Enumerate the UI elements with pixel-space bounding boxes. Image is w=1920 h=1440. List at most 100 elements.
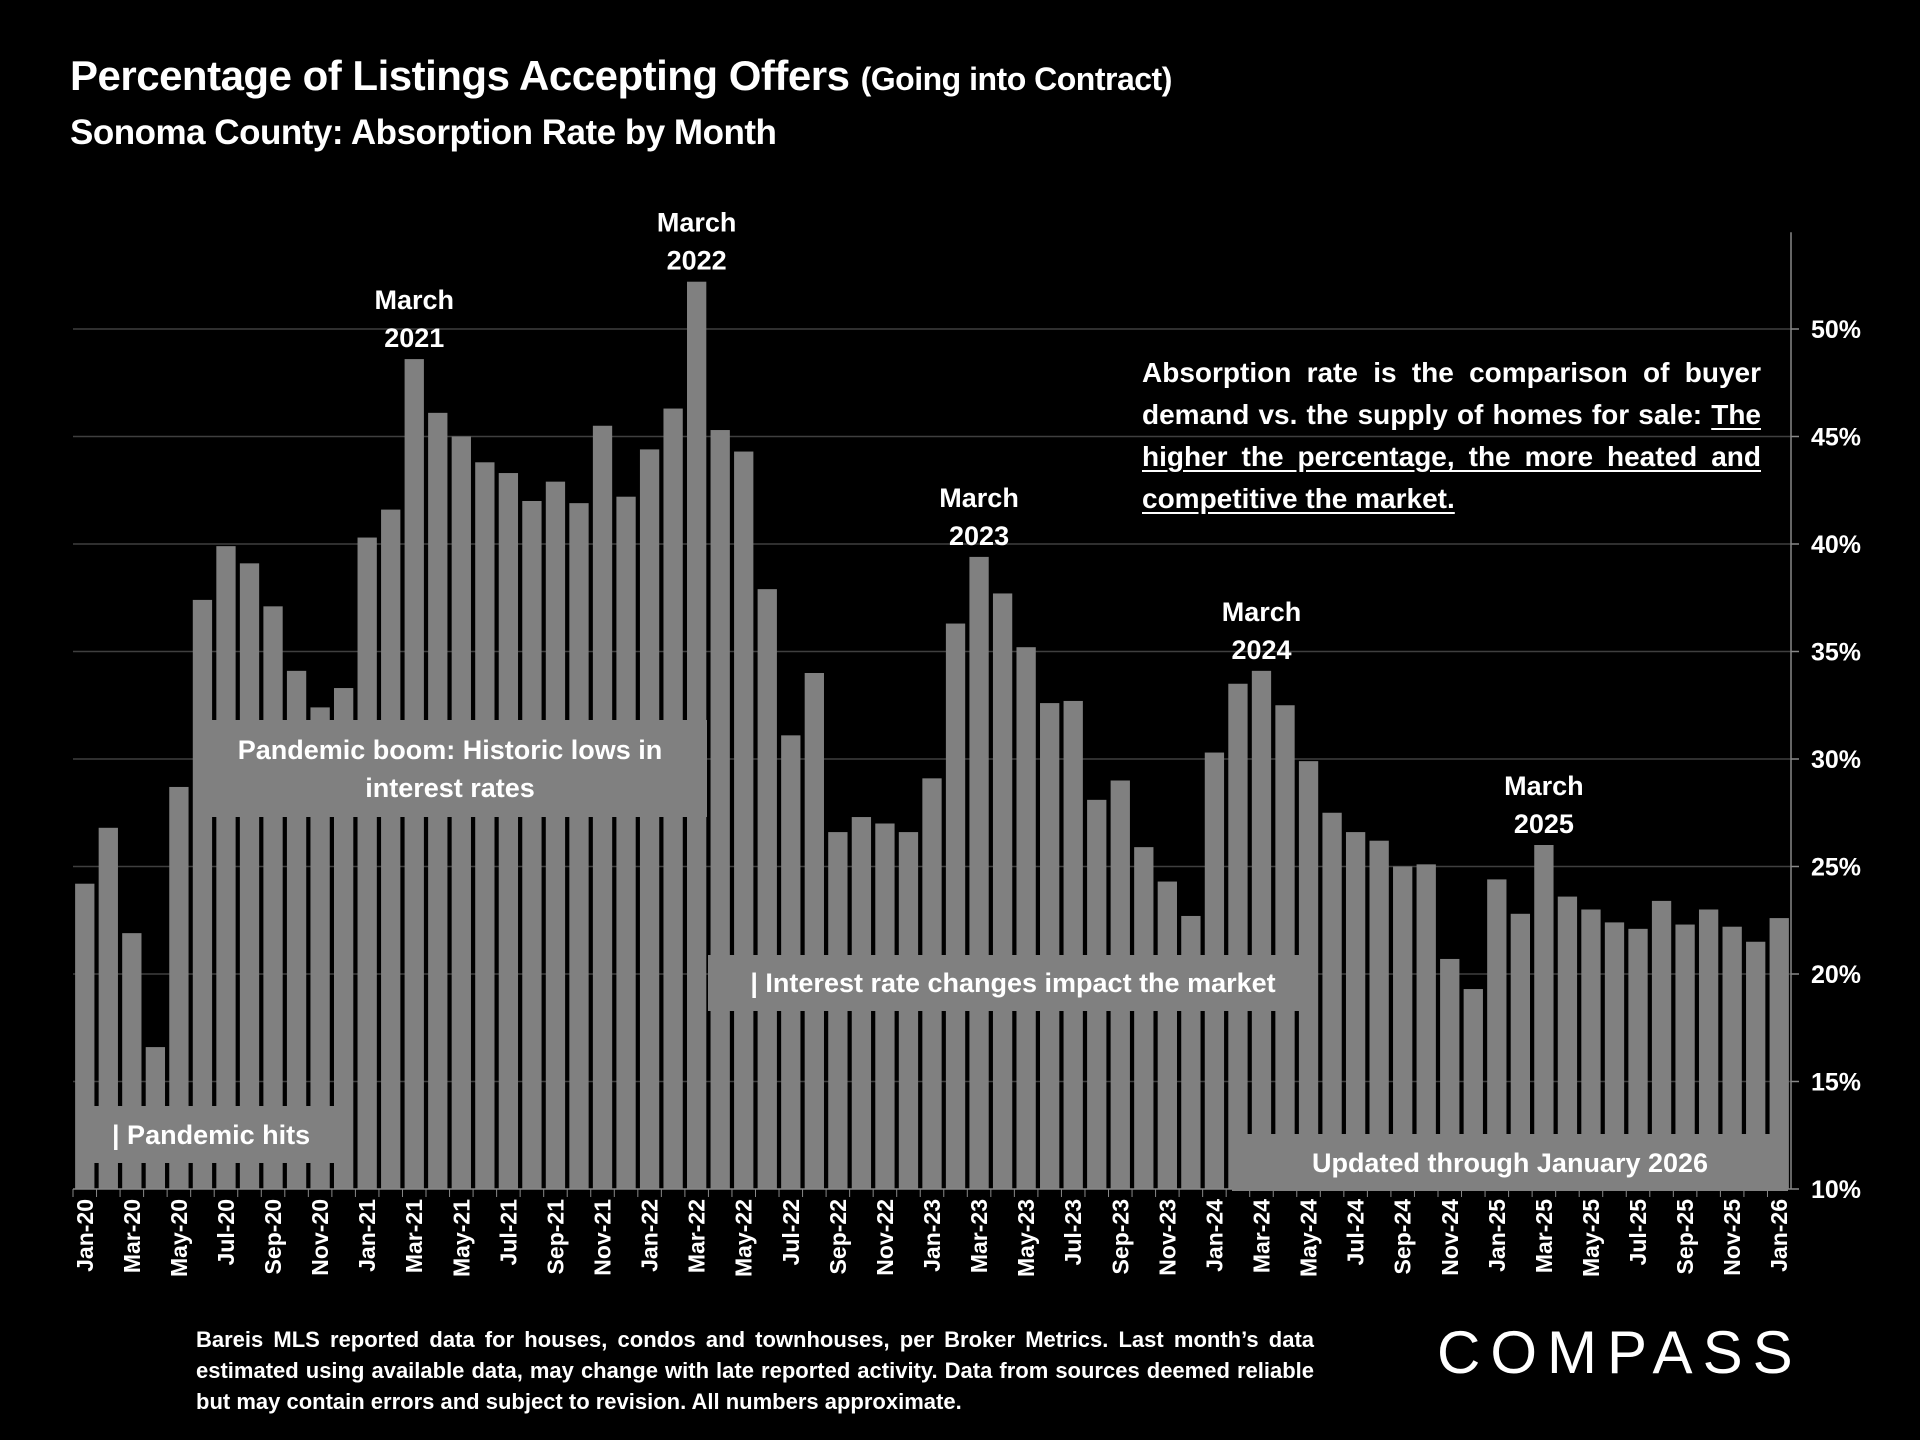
bar-Jul-25: [1628, 928, 1648, 1189]
x-tick-label: Sep-21: [542, 1199, 568, 1275]
chart-title: Percentage of Listings Accepting Offers …: [70, 52, 1172, 100]
bar-Apr-22: [710, 430, 730, 1189]
x-tick-label: Jan-20: [72, 1199, 98, 1272]
x-tick-label: Nov-24: [1437, 1199, 1463, 1276]
bar-Oct-24: [1416, 864, 1436, 1189]
x-tick-label: Nov-20: [307, 1199, 333, 1276]
x-tick-label: Nov-22: [872, 1199, 898, 1276]
peak-label-line1: March: [374, 285, 454, 315]
bar-Jan-21: [357, 537, 377, 1189]
x-tick-label: Mar-22: [684, 1199, 710, 1273]
x-tick-label: Jul-21: [495, 1199, 521, 1266]
x-tick-label: May-24: [1296, 1199, 1322, 1277]
bar-May-22: [734, 451, 754, 1189]
chart-subtitle: Sonoma County: Absorption Rate by Month: [70, 113, 777, 152]
bar-Jan-26: [1769, 918, 1789, 1189]
y-tick-label: 10%: [1811, 1176, 1861, 1204]
x-tick-label: Jan-24: [1201, 1199, 1227, 1272]
x-tick-label: Sep-20: [260, 1199, 286, 1274]
x-tick-label: Jul-24: [1343, 1199, 1369, 1266]
x-tick-label: May-21: [448, 1199, 474, 1277]
bar-Feb-23: [945, 623, 966, 1189]
peak-label-line2: 2022: [667, 246, 727, 276]
x-tick-label: Mar-20: [119, 1199, 145, 1273]
x-tick-label: Jan-25: [1484, 1199, 1510, 1272]
bar-Nov-20: [310, 707, 330, 1189]
bar-Sep-24: [1393, 866, 1413, 1189]
x-tick-label: Jan-22: [637, 1199, 663, 1272]
bar-Apr-23: [992, 593, 1013, 1189]
x-tick-label: May-23: [1013, 1199, 1039, 1277]
bar-Nov-24: [1440, 958, 1460, 1189]
bar-Jun-24: [1322, 812, 1342, 1189]
x-tick-label: Jul-23: [1060, 1199, 1086, 1265]
x-tick-label: Mar-23: [966, 1199, 992, 1273]
y-tick-label: 15%: [1811, 1069, 1861, 1097]
bar-Aug-24: [1369, 840, 1389, 1189]
annotation-interest-rates: | Interest rate changes impact the marke…: [708, 955, 1318, 1011]
bar-Apr-25: [1557, 896, 1578, 1189]
x-tick-label: May-20: [166, 1199, 192, 1277]
bar-Jul-20: [216, 546, 236, 1189]
bar-Jul-21: [498, 473, 519, 1189]
bar-Aug-25: [1651, 900, 1672, 1189]
x-tick-label: Mar-25: [1531, 1199, 1557, 1273]
peak-label-line2: 2021: [384, 323, 444, 353]
absorption-note: Absorption rate is the comparison of buy…: [1142, 352, 1761, 520]
bar-Mar-24: [1251, 670, 1272, 1189]
bar-Mar-23: [969, 556, 989, 1189]
y-tick-label: 20%: [1811, 961, 1861, 989]
footnote: Bareis MLS reported data for houses, con…: [196, 1327, 1314, 1414]
x-tick-label: Nov-25: [1719, 1199, 1745, 1276]
x-tick-label: Jan-26: [1766, 1199, 1792, 1272]
bar-Jan-22: [639, 449, 660, 1189]
y-tick-label: 45%: [1811, 424, 1861, 452]
bar-Sep-25: [1675, 924, 1695, 1189]
bar-Jul-23: [1063, 700, 1083, 1189]
note-emphasis: The higher the percentage, the more heat…: [1142, 399, 1761, 514]
x-tick-label: Sep-24: [1390, 1199, 1416, 1275]
annotation-pandemic-boom: Pandemic boom: Historic lows in interest…: [193, 720, 707, 817]
bar-Jun-23: [1040, 703, 1060, 1189]
bar-Apr-24: [1275, 705, 1295, 1189]
annotation-pandemic-hits: | Pandemic hits: [76, 1106, 353, 1163]
x-tick-label: May-25: [1578, 1199, 1604, 1277]
bar-Oct-23: [1134, 847, 1154, 1189]
title-main: Percentage of Listings Accepting Offers: [70, 52, 850, 99]
x-tick-label: Jul-22: [778, 1199, 804, 1265]
bar-May-20: [169, 786, 189, 1189]
x-tick-label: Jul-25: [1625, 1199, 1651, 1266]
annotation-updated: Updated through January 2026: [1232, 1134, 1788, 1191]
bar-Feb-25: [1510, 913, 1531, 1189]
y-tick-label: 25%: [1811, 854, 1861, 882]
bar-Jun-21: [475, 462, 495, 1189]
x-tick-label: Sep-25: [1672, 1199, 1698, 1275]
bar-Mar-25: [1534, 845, 1554, 1189]
x-tick-label: Sep-22: [825, 1199, 851, 1274]
y-tick-label: 35%: [1811, 639, 1861, 667]
x-tick-label: Jan-23: [919, 1199, 945, 1272]
x-tick-label: Sep-23: [1107, 1199, 1133, 1274]
title-suffix: (Going into Contract): [860, 61, 1173, 97]
bar-Nov-23: [1157, 881, 1177, 1189]
bar-Sep-20: [263, 606, 283, 1189]
y-tick-label: 40%: [1811, 531, 1861, 559]
x-tick-label: Jul-20: [213, 1199, 239, 1265]
bar-Feb-21: [381, 509, 401, 1190]
y-tick-label: 30%: [1811, 746, 1861, 774]
bar-Aug-22: [804, 673, 824, 1189]
peak-label-line1: March: [1222, 597, 1302, 627]
note-text: Absorption rate is the comparison of buy…: [1142, 357, 1761, 430]
x-tick-label: Mar-21: [401, 1199, 427, 1273]
bar-May-25: [1581, 909, 1601, 1189]
bar-Feb-20: [98, 827, 118, 1189]
x-tick-label: Nov-21: [590, 1199, 616, 1276]
bar-Jan-25: [1487, 879, 1507, 1189]
peak-label-line2: 2024: [1231, 635, 1291, 665]
bar-Jul-24: [1345, 832, 1366, 1189]
bar-Nov-25: [1722, 926, 1742, 1189]
bar-Oct-25: [1698, 909, 1719, 1189]
bar-Jun-22: [757, 589, 777, 1189]
bar-Aug-21: [522, 501, 542, 1189]
x-tick-label: Mar-24: [1248, 1199, 1274, 1273]
